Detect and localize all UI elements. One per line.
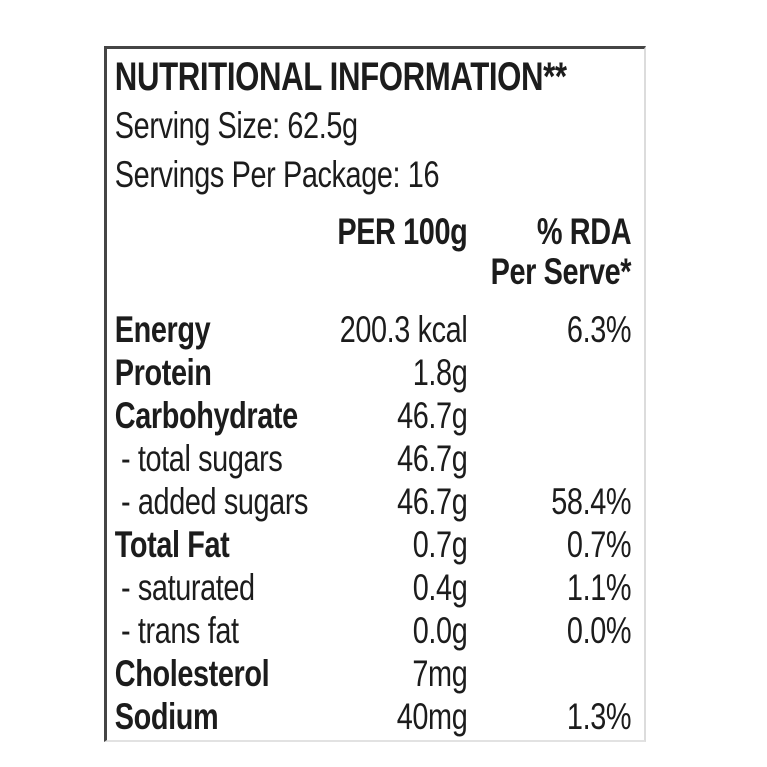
per-100g-value: 0.4g [412,567,468,608]
column-header-rda-line2: Per Serve* [490,251,632,292]
per-100g-value: 200.3 kcal [339,309,468,350]
nutrient-name: - trans fat [121,610,239,651]
page-title: NUTRITIONAL INFORMATION** [114,55,567,99]
rda-value: 1.1% [566,567,632,608]
nutrient-name: - added sugars [121,481,309,522]
table-header-row: PER 100g % RDA Per Serve* [115,212,631,292]
per-100g-value: 7mg [412,653,468,694]
servings-per-package-text: Servings Per Package: 16 [114,154,440,195]
table-row: Carbohydrate 46.7g [115,394,631,437]
table-row: - saturated 0.4g 1.1% [115,566,632,609]
rda-value: 1.3% [566,696,632,737]
nutrient-name: - saturated [121,567,255,608]
table-row: Sodium 40mg 1.3% [114,695,632,738]
column-header-rda: % RDA Per Serve* [467,211,632,292]
per-100g-value: 40mg [396,696,468,737]
table-row: Protein 1.8g [115,351,631,394]
nutrient-name: - total sugars [121,438,283,479]
nutrient-table: Energy 200.3 kcal 6.3% Protein 1.8g Carb… [114,308,632,738]
per-100g-value: 1.8g [412,352,468,393]
nutrient-name: Carbohydrate [114,395,298,436]
serving-size-text: Serving Size: 62.5g [114,105,358,146]
rda-value: 6.3% [566,309,632,350]
table-row: Energy 200.3 kcal 6.3% [114,308,632,351]
rda-value: 0.7% [566,524,632,565]
table-row: - trans fat 0.0g 0.0% [115,609,632,652]
per-100g-value: 0.0g [412,610,468,651]
per-100g-value: 0.7g [412,524,468,565]
table-row: Cholesterol 7mg [115,652,631,695]
table-row: Total Fat 0.7g 0.7% [114,523,632,566]
column-header-per-100g: PER 100g [337,211,468,252]
column-header-rda-line1: % RDA [536,211,632,252]
nutrient-name: Protein [114,352,212,393]
nutrient-name: Cholesterol [114,653,270,694]
nutrition-label: NUTRITIONAL INFORMATION** Serving Size: … [104,46,646,742]
table-row: - total sugars 46.7g [115,437,631,480]
table-row: - added sugars 46.7g 58.4% [115,480,632,523]
per-100g-value: 46.7g [397,395,468,436]
nutrition-label-content: NUTRITIONAL INFORMATION** Serving Size: … [107,55,645,738]
nutrient-name: Total Fat [114,524,230,565]
per-100g-value: 46.7g [397,438,468,479]
nutrient-name: Sodium [114,696,219,737]
per-100g-value: 46.7g [397,481,468,522]
nutrient-name: Energy [114,309,211,350]
rda-value: 0.0% [566,610,632,651]
rda-value: 58.4% [551,481,632,522]
